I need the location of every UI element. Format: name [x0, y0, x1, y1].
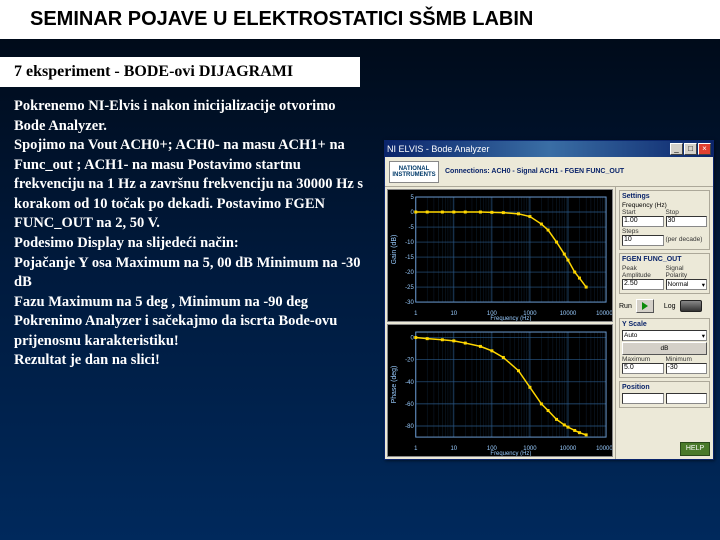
settings-header: Settings [622, 193, 707, 200]
svg-text:-80: -80 [405, 424, 414, 430]
max-input[interactable]: 5.0 [622, 363, 664, 374]
svg-text:Gain (dB): Gain (dB) [391, 235, 398, 265]
position-group: Position [619, 381, 710, 408]
max-label: Maximum [622, 356, 664, 363]
svg-text:Phase (deg): Phase (deg) [391, 366, 398, 404]
source-header: FGEN FUNC_OUT [622, 256, 707, 263]
freq-label: Frequency (Hz) [622, 202, 707, 209]
svg-text:10: 10 [451, 311, 458, 317]
stop-input[interactable]: 30 [666, 216, 708, 227]
svg-text:-5: -5 [408, 225, 414, 231]
slide-title: SEMINAR POJAVE U ELEKTROSTATICI SŠMB LAB… [0, 0, 720, 39]
log-label: Log [664, 303, 676, 310]
close-button[interactable]: × [698, 143, 711, 155]
svg-text:100000: 100000 [596, 311, 612, 317]
phase-plot: 110100100010000100000-80-60-40-200Phase … [387, 324, 613, 457]
minimize-button[interactable]: _ [670, 143, 683, 155]
steps-label: Steps [622, 228, 664, 235]
connections-label: Connections: ACH0 - Signal ACH1 - FGEN F… [445, 168, 624, 175]
help-button[interactable]: HELP [680, 442, 710, 456]
play-icon [642, 302, 648, 310]
settings-group: Settings Frequency (Hz) Start 1.00 Stop … [619, 190, 710, 250]
steps-input[interactable]: 10 [622, 235, 664, 246]
svg-text:-40: -40 [405, 380, 414, 386]
svg-text:Frequency (Hz): Frequency (Hz) [490, 451, 531, 456]
auto-value: Auto [624, 332, 637, 339]
svg-text:10000: 10000 [560, 311, 577, 317]
logo-bot: INSTRUMENTS [390, 172, 438, 178]
toolbar: NATIONAL INSTRUMENTS Connections: ACH0 -… [385, 157, 713, 187]
db-button[interactable]: dB [622, 342, 707, 355]
slide-subtitle: 7 eksperiment - BODE-ovi DIJAGRAMI [0, 57, 360, 87]
svg-text:-30: -30 [405, 300, 414, 306]
slide-body-text: Pokrenemo NI-Elvis i nakon inicijalizaci… [0, 87, 370, 371]
maximize-button[interactable]: □ [684, 143, 697, 155]
svg-text:10000: 10000 [560, 446, 577, 452]
polarity-label: Signal Polarity [666, 265, 708, 279]
window-titlebar: NI ELVIS - Bode Analyzer _ □ × [385, 141, 713, 157]
yscale-group: Y Scale Auto▾ dB Maximum5.0 Minimum-30 [619, 318, 710, 378]
pos-input-2[interactable] [666, 393, 708, 404]
ni-logo: NATIONAL INSTRUMENTS [389, 161, 439, 183]
svg-text:10: 10 [451, 446, 458, 452]
svg-text:-25: -25 [405, 285, 414, 291]
polarity-select[interactable]: Normal▾ [666, 279, 708, 290]
start-label: Start [622, 209, 664, 216]
amp-label: Peak Amplitude [622, 265, 664, 279]
run-label: Run [619, 303, 632, 310]
stop-label: Stop [666, 209, 708, 216]
svg-text:100000: 100000 [596, 446, 612, 452]
log-toggle[interactable] [680, 300, 702, 312]
run-button[interactable] [636, 299, 654, 313]
run-row: Run Log [619, 297, 710, 315]
svg-text:-20: -20 [405, 270, 414, 276]
auto-select[interactable]: Auto▾ [622, 330, 707, 341]
svg-text:-60: -60 [405, 402, 414, 408]
source-group: FGEN FUNC_OUT Peak Amplitude 2.50 Signal… [619, 253, 710, 294]
plots-area: 110100100010000100000-30-25-20-15-10-505… [385, 187, 615, 459]
pos-input-1[interactable] [622, 393, 664, 404]
svg-text:Frequency (Hz): Frequency (Hz) [490, 316, 531, 321]
amp-input[interactable]: 2.50 [622, 279, 664, 290]
min-label: Minimum [666, 356, 708, 363]
bode-analyzer-window: NI ELVIS - Bode Analyzer _ □ × NATIONAL … [384, 140, 714, 460]
window-title-text: NI ELVIS - Bode Analyzer [387, 144, 489, 154]
svg-text:-20: -20 [405, 358, 414, 364]
start-input[interactable]: 1.00 [622, 216, 664, 227]
svg-text:-15: -15 [405, 255, 414, 261]
side-panel: Settings Frequency (Hz) Start 1.00 Stop … [615, 187, 713, 459]
per-decade-label: (per decade) [666, 236, 708, 243]
gain-plot: 110100100010000100000-30-25-20-15-10-505… [387, 189, 613, 322]
min-input[interactable]: -30 [666, 363, 708, 374]
polarity-value: Normal [668, 281, 689, 288]
position-header: Position [622, 384, 707, 391]
yscale-header: Y Scale [622, 321, 707, 328]
svg-text:-10: -10 [405, 240, 414, 246]
